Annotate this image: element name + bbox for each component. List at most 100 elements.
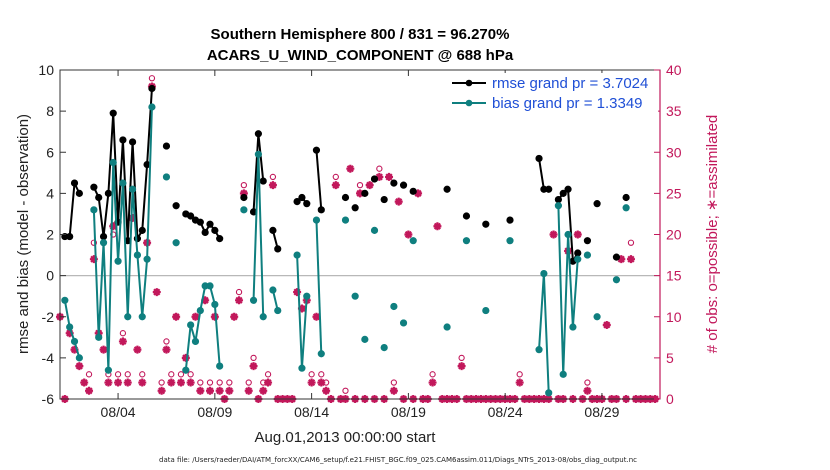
- bias-point: [172, 239, 180, 247]
- rmse-point: [583, 237, 592, 245]
- bias-point: [138, 313, 146, 321]
- rmse-point: [506, 216, 514, 224]
- legend-bias-label: bias grand pr = 1.3349: [492, 95, 643, 112]
- bias-point: [211, 300, 219, 309]
- bias-point: [162, 173, 171, 181]
- rmse-point: [75, 189, 83, 197]
- obs-assimilated-marker: [215, 386, 224, 395]
- rmse-point: [462, 212, 471, 220]
- rmse-point: [119, 136, 127, 144]
- obs-assimilated-marker: [186, 378, 195, 387]
- obs-assimilated-marker: [293, 288, 302, 297]
- obs-assimilated-marker: [196, 386, 205, 395]
- rmse-point: [380, 195, 388, 204]
- bias-point: [462, 237, 471, 245]
- obs-possible-marker: [332, 173, 339, 181]
- rmse-point: [240, 193, 248, 202]
- obs-assimilated-marker: [573, 230, 582, 239]
- y-tick-label-left: -6: [42, 391, 55, 407]
- bias-point: [361, 335, 369, 343]
- y-tick-label-left: -4: [42, 350, 55, 366]
- bias-point: [593, 313, 601, 321]
- rmse-point: [90, 183, 98, 191]
- rmse-point: [312, 146, 321, 154]
- y-tick-label-left: 2: [46, 227, 54, 243]
- obs-assimilated-marker: [85, 386, 94, 395]
- rmse-point: [317, 206, 325, 214]
- bias-point: [240, 206, 248, 214]
- obs-assimilated-marker: [389, 386, 398, 395]
- rmse-point: [564, 185, 572, 193]
- bias-point: [409, 237, 417, 245]
- obs-assimilated-marker: [264, 378, 273, 387]
- rmse-point: [303, 200, 311, 208]
- obs-assimilated-marker: [75, 362, 84, 371]
- bias-point: [104, 366, 112, 374]
- rmse-point: [104, 189, 112, 197]
- obs-possible-marker: [163, 338, 170, 345]
- obs-assimilated-marker: [157, 386, 166, 395]
- bias-line: [315, 220, 323, 354]
- obs-possible-marker: [119, 330, 127, 337]
- bias-point: [196, 306, 204, 315]
- rmse-point: [622, 193, 630, 202]
- rmse-point: [545, 185, 553, 193]
- bias-point: [317, 350, 325, 358]
- obs-possible-marker: [216, 379, 223, 386]
- obs-assimilated-marker: [123, 378, 132, 387]
- x-tick-label: 08/14: [294, 404, 329, 420]
- obs-possible-marker: [342, 387, 349, 394]
- y-tick-label-right: 5: [666, 350, 674, 366]
- y-tick-label-left: 10: [38, 62, 54, 78]
- y-tick-label-right: 30: [666, 144, 682, 160]
- bias-line: [63, 300, 81, 359]
- bias-point: [109, 158, 117, 167]
- bias-point: [370, 226, 379, 234]
- rmse-point: [211, 226, 219, 234]
- rmse-point: [196, 218, 204, 226]
- x-tick-label: 08/29: [584, 404, 619, 420]
- obs-possible-marker: [187, 371, 194, 378]
- legend-box: [446, 73, 658, 115]
- bias-point: [341, 216, 350, 224]
- y-axis-label-right: # of obs: o=possible; ∗=assimilated: [704, 115, 721, 354]
- rmse-point: [399, 181, 408, 189]
- rmse-point: [612, 253, 621, 261]
- obs-assimilated-marker: [583, 386, 592, 395]
- obs-possible-marker: [356, 181, 364, 189]
- obs-assimilated-marker: [176, 378, 185, 387]
- obs-assimilated-marker: [172, 312, 181, 321]
- bias-point: [559, 370, 567, 378]
- rmse-point: [274, 245, 282, 253]
- bias-point: [191, 337, 200, 346]
- obs-assimilated-marker: [356, 189, 364, 198]
- obs-assimilated-marker: [346, 164, 355, 173]
- obs-assimilated-marker: [162, 345, 171, 354]
- obs-assimilated-marker: [225, 386, 234, 395]
- obs-assimilated-marker: [152, 288, 161, 297]
- bias-point: [61, 296, 69, 304]
- rmse-point: [409, 187, 417, 195]
- obs-possible-marker: [308, 371, 315, 378]
- y-tick-label-left: 4: [46, 185, 54, 201]
- obs-assimilated-marker: [307, 378, 316, 387]
- rmse-point: [298, 193, 306, 202]
- y-tick-label-right: 0: [666, 391, 674, 407]
- rmse-point: [370, 175, 379, 183]
- rmse-point: [172, 202, 180, 210]
- obs-possible-marker: [206, 379, 214, 386]
- obs-possible-marker: [264, 371, 272, 378]
- obs-possible-marker: [269, 173, 277, 181]
- rmse-point: [148, 84, 156, 93]
- y-tick-label-right: 40: [666, 62, 682, 78]
- obs-possible-marker: [177, 371, 185, 378]
- obs-possible-marker: [250, 354, 257, 362]
- obs-assimilated-marker: [114, 378, 123, 387]
- obs-assimilated-marker: [181, 353, 190, 362]
- y-tick-label-right: 25: [666, 185, 682, 201]
- rmse-point: [95, 193, 103, 202]
- obs-assimilated-marker: [133, 345, 142, 354]
- obs-possible-marker: [429, 371, 436, 378]
- x-tick-label: 08/24: [488, 404, 523, 420]
- obs-assimilated-marker: [109, 222, 118, 231]
